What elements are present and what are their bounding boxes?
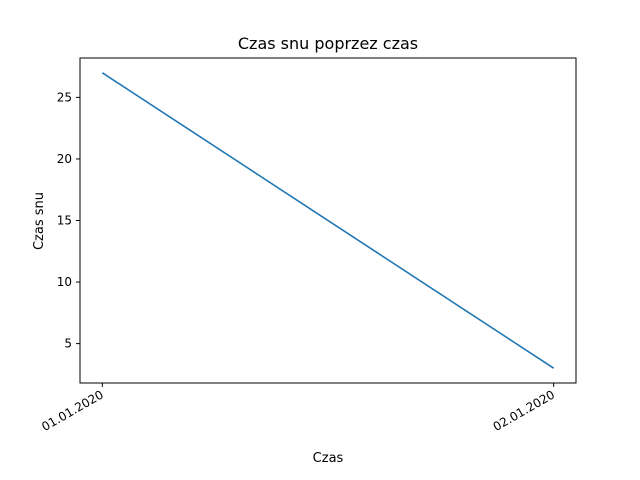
y-tick-label: 15 <box>57 214 72 228</box>
y-tick-label: 20 <box>57 152 72 166</box>
x-axis: 01.01.2020 02.01.2020 <box>39 383 557 434</box>
y-axis-label: Czas snu <box>32 192 47 250</box>
x-tick-label: 01.01.2020 <box>39 387 106 433</box>
y-tick-label: 25 <box>57 90 72 104</box>
series-line <box>101 72 555 369</box>
x-axis-label: Czas <box>313 451 344 466</box>
y-axis: 5 10 15 20 25 <box>57 90 80 351</box>
y-tick-label: 10 <box>57 275 72 289</box>
y-tick-label: 5 <box>64 337 72 351</box>
series-layer <box>101 72 555 369</box>
chart-title: Czas snu poprzez czas <box>238 34 418 53</box>
x-tick-label: 02.01.2020 <box>491 387 558 433</box>
